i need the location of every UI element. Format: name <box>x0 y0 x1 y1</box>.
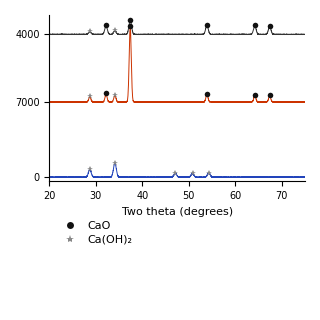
X-axis label: Two theta (degrees): Two theta (degrees) <box>122 206 233 217</box>
Legend: CaO, Ca(OH)₂: CaO, Ca(OH)₂ <box>55 217 137 249</box>
